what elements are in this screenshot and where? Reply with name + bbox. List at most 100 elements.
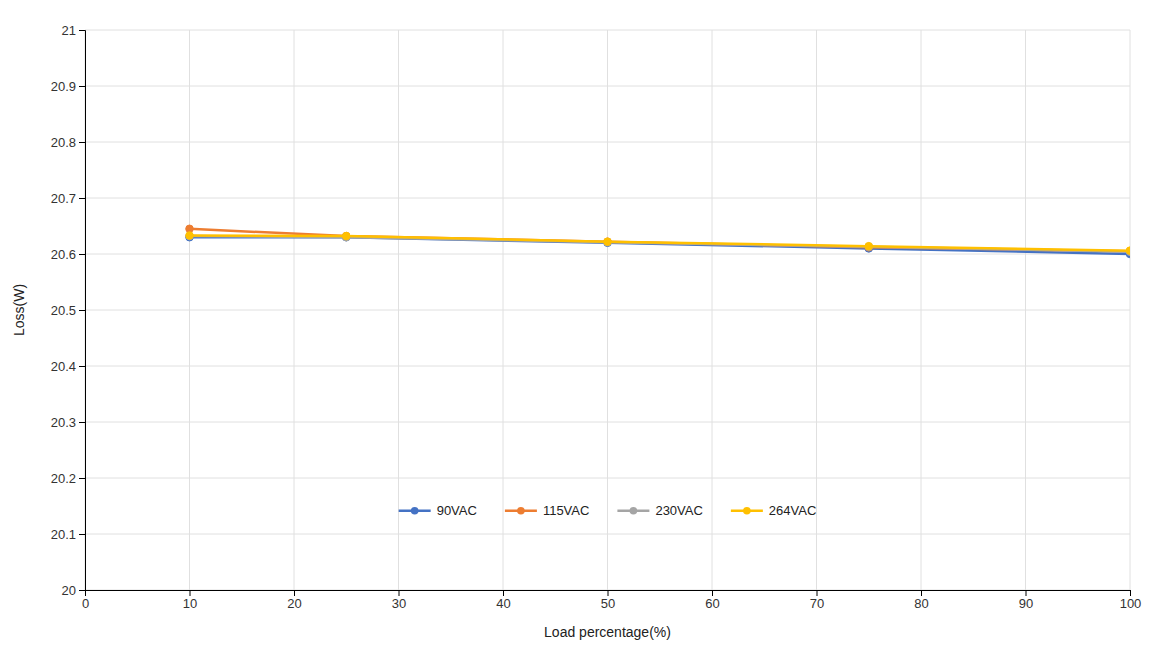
chart: 0 10 20 30 40 50 60 70 80 90 100 20 20.1 20.2 20.3 20.4… <box>0 0 1165 655</box>
tick-mark <box>79 86 85 87</box>
tick-label: 60 <box>705 596 719 611</box>
x-axis-title: Load percentage(%) <box>544 624 671 640</box>
tick-label: 20.7 <box>51 191 76 206</box>
tick-mark <box>503 590 504 596</box>
x-axis: 0 10 20 30 40 50 60 70 80 90 100 <box>82 590 1141 611</box>
tick-mark <box>79 478 85 479</box>
tick-label: 30 <box>392 596 406 611</box>
tick: 20.2 <box>51 471 85 486</box>
legend-item: 90VAC <box>399 503 477 518</box>
legend-label: 90VAC <box>437 503 477 518</box>
grid-line-y <box>85 310 1130 311</box>
legend: 90VAC 115VAC 230VAC 264VAC <box>399 503 817 518</box>
tick: 90 <box>1019 590 1033 611</box>
grid-line-y <box>85 142 1130 143</box>
point <box>604 238 612 246</box>
tick-label: 0 <box>82 596 89 611</box>
tick-mark <box>79 30 85 31</box>
tick-label: 100 <box>1120 596 1142 611</box>
series <box>186 233 1130 257</box>
point <box>1126 247 1130 255</box>
grid-line-y <box>85 422 1130 423</box>
line <box>190 237 1131 254</box>
tick: 20.5 <box>51 303 85 318</box>
y-axis: 20 20.1 20.2 20.3 20.4 20.5 20.6 20.7 20.8 20.9 21 <box>51 23 86 598</box>
grid-line-y <box>85 86 1130 87</box>
legend-marker <box>743 507 751 515</box>
tick-mark <box>817 590 818 596</box>
series <box>186 232 1130 255</box>
tick: 20.7 <box>51 191 85 206</box>
tick-label: 21 <box>62 23 76 38</box>
tick: 21 <box>62 23 85 38</box>
tick-label: 20.6 <box>51 247 76 262</box>
tick-mark <box>294 590 295 596</box>
tick-mark <box>399 590 400 596</box>
tick: 70 <box>810 590 824 611</box>
legend-marker <box>517 507 525 515</box>
axis-line <box>86 591 1131 597</box>
tick-label: 20.3 <box>51 415 76 430</box>
point <box>865 242 873 250</box>
legend-label: 264VAC <box>769 503 816 518</box>
plot: 0 10 20 30 40 50 60 70 80 90 100 20 20.1 20.2 20.3 20.4… <box>51 23 1142 612</box>
point <box>604 238 612 246</box>
tick-label: 70 <box>810 596 824 611</box>
tick-label: 20.4 <box>51 359 76 374</box>
tick-mark <box>79 534 85 535</box>
legend-marker <box>630 507 638 515</box>
tick-mark <box>921 590 922 596</box>
tick: 10 <box>183 590 197 611</box>
tick-label: 20.8 <box>51 135 76 150</box>
tick-label: 90 <box>1019 596 1033 611</box>
tick: 20.1 <box>51 527 85 542</box>
tick-mark <box>79 590 85 591</box>
legend-item: 115VAC <box>505 503 590 518</box>
tick-label: 10 <box>183 596 197 611</box>
tick-label: 80 <box>914 596 928 611</box>
tick-mark <box>79 198 85 199</box>
grid-line-y <box>85 254 1130 255</box>
grid-line-y <box>85 478 1130 479</box>
point <box>1126 247 1130 255</box>
point <box>186 232 194 240</box>
tick-mark <box>79 366 85 367</box>
grid-line-y <box>85 366 1130 367</box>
y-axis-title: Loss(W) <box>11 284 27 336</box>
tick-mark <box>79 254 85 255</box>
point <box>604 238 612 246</box>
legend-marker <box>411 507 419 515</box>
tick: 20.4 <box>51 359 85 374</box>
tick-mark <box>1130 590 1131 596</box>
tick: 40 <box>496 590 510 611</box>
legend-item: 264VAC <box>731 503 816 518</box>
grid <box>85 30 1130 590</box>
tick: 100 <box>1120 590 1142 611</box>
tick-mark <box>190 590 191 596</box>
point <box>865 243 873 251</box>
tick: 20 <box>62 583 85 598</box>
tick: 80 <box>914 590 928 611</box>
axis-line <box>79 31 86 591</box>
legend-label: 115VAC <box>543 503 590 518</box>
tick-label: 20 <box>287 596 301 611</box>
tick-mark <box>1026 590 1027 596</box>
line <box>190 236 1131 251</box>
tick: 20.8 <box>51 135 85 150</box>
tick: 50 <box>601 590 615 611</box>
tick-mark <box>79 422 85 423</box>
tick: 20.9 <box>51 79 85 94</box>
point <box>186 232 194 240</box>
grid-line-y <box>85 198 1130 199</box>
tick-mark <box>79 142 85 143</box>
legend-label: 230VAC <box>655 503 702 518</box>
tick: 0 <box>82 590 89 611</box>
tick-mark <box>712 590 713 596</box>
tick-label: 20.9 <box>51 79 76 94</box>
tick: 20.6 <box>51 247 85 262</box>
tick-mark <box>79 310 85 311</box>
tick-label: 40 <box>496 596 510 611</box>
tick: 20.3 <box>51 415 85 430</box>
legend-item: 230VAC <box>617 503 702 518</box>
tick-label: 20.5 <box>51 303 76 318</box>
